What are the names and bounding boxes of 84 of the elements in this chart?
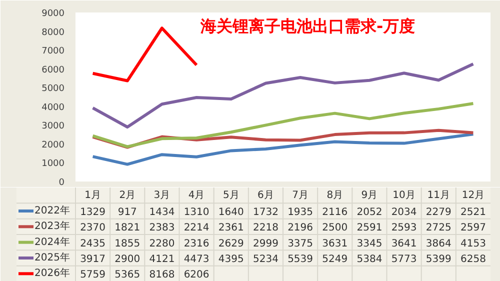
data-label: 6258 <box>460 254 486 265</box>
y-tick-label: 7000 <box>42 46 65 57</box>
legend-label: 2026年 <box>34 267 70 280</box>
data-label: 3375 <box>288 238 314 250</box>
x-tick-label: 9月 <box>361 190 378 201</box>
data-label: 4395 <box>218 254 244 265</box>
data-label: 2214 <box>184 222 210 234</box>
y-tick-label: 0 <box>58 178 65 188</box>
x-tick-label: 4月 <box>188 190 205 201</box>
line-series <box>91 62 475 129</box>
data-label: 4473 <box>184 254 210 265</box>
data-label: 2900 <box>114 254 140 265</box>
data-label: 2521 <box>460 207 486 218</box>
legend-label: 2025年 <box>34 252 70 264</box>
y-tick-label: 2000 <box>42 140 65 150</box>
data-label: 2280 <box>149 238 175 250</box>
data-label: 1935 <box>288 207 314 218</box>
data-label: 5539 <box>288 254 314 265</box>
data-label: 2435 <box>80 238 106 250</box>
data-label: 2999 <box>252 238 278 250</box>
data-label: 3345 <box>356 238 382 250</box>
data-label: 2383 <box>149 222 175 234</box>
data-label: 5773 <box>391 254 417 265</box>
data-label: 8168 <box>149 270 175 281</box>
data-label: 2500 <box>322 222 348 234</box>
x-tick-label: 6月 <box>258 190 274 201</box>
y-tick-label: 8000 <box>42 28 65 38</box>
line-series <box>91 26 198 82</box>
data-label: 1640 <box>218 207 244 218</box>
data-label: 2316 <box>184 238 210 250</box>
data-label: 5384 <box>356 254 382 265</box>
data-label: 1732 <box>252 207 278 218</box>
x-tick-label: 1月 <box>84 190 101 201</box>
data-label: 5759 <box>80 270 106 281</box>
x-tick-label: 10月 <box>392 190 416 201</box>
line-series <box>91 102 475 148</box>
data-label: 2052 <box>356 207 382 218</box>
data-label: 1821 <box>114 222 140 234</box>
data-label: 2034 <box>391 207 417 218</box>
data-label: 5399 <box>426 254 452 265</box>
data-label: 4121 <box>149 254 175 265</box>
data-label: 2593 <box>391 222 417 234</box>
data-label: 2116 <box>322 207 348 218</box>
data-label: 5249 <box>322 254 348 265</box>
y-tick-label: 4000 <box>42 102 65 113</box>
data-label: 3641 <box>391 238 417 250</box>
y-tick-label: 6000 <box>42 65 65 76</box>
data-label: 1855 <box>114 238 140 250</box>
x-tick-label: 7月 <box>292 190 308 201</box>
data-label: 5234 <box>252 254 278 265</box>
data-label: 3917 <box>80 254 106 265</box>
data-label: 2361 <box>218 222 244 234</box>
x-tick-label: 3月 <box>154 190 170 201</box>
data-label: 3864 <box>426 238 452 250</box>
chart-title: 海关锂离子电池出口需求-万度 <box>200 16 416 36</box>
y-tick-label: 9000 <box>42 9 65 19</box>
legend-label: 2023年 <box>34 220 70 232</box>
x-tick-label: 11月 <box>427 190 450 201</box>
data-label: 2370 <box>80 222 106 234</box>
data-label: 1310 <box>184 207 210 218</box>
y-tick-label: 3000 <box>42 122 65 132</box>
data-label: 1329 <box>80 207 106 218</box>
x-tick-label: 5月 <box>222 190 240 201</box>
data-label: 2218 <box>252 222 278 234</box>
y-tick-label: 5000 <box>42 84 65 94</box>
data-label: 2279 <box>426 207 452 218</box>
data-label: 2196 <box>288 222 314 234</box>
data-label: 2725 <box>426 222 452 234</box>
legend-label: 2022年 <box>34 204 70 216</box>
legend-label: 2024年 <box>34 236 70 248</box>
data-label: 1434 <box>149 207 175 218</box>
data-label: 2629 <box>218 238 244 250</box>
data-label: 4153 <box>460 238 486 250</box>
data-label: 6206 <box>184 270 210 281</box>
y-tick-label: 1000 <box>42 159 65 170</box>
data-label: 5365 <box>114 270 140 281</box>
data-label: 2591 <box>356 222 382 234</box>
data-label: 917 <box>118 207 137 218</box>
x-tick-label: 8月 <box>326 190 344 201</box>
line-series <box>91 132 475 166</box>
x-tick-label: 2月 <box>119 190 136 201</box>
data-label: 2597 <box>460 222 486 234</box>
x-tick-label: 12月 <box>462 190 485 201</box>
data-label: 3631 <box>322 238 348 250</box>
